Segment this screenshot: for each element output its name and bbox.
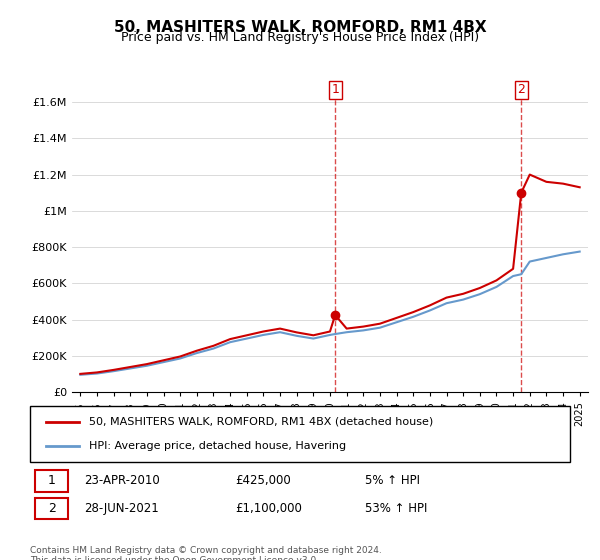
Text: 5% ↑ HPI: 5% ↑ HPI [365, 474, 420, 487]
Text: 23-APR-2010: 23-APR-2010 [84, 474, 160, 487]
FancyBboxPatch shape [30, 406, 570, 462]
Text: £1,100,000: £1,100,000 [235, 502, 302, 515]
FancyBboxPatch shape [35, 470, 68, 492]
Text: 53% ↑ HPI: 53% ↑ HPI [365, 502, 427, 515]
Text: 1: 1 [331, 83, 339, 96]
FancyBboxPatch shape [35, 498, 68, 520]
Text: HPI: Average price, detached house, Havering: HPI: Average price, detached house, Have… [89, 441, 347, 451]
Text: Price paid vs. HM Land Registry's House Price Index (HPI): Price paid vs. HM Land Registry's House … [121, 31, 479, 44]
Text: 2: 2 [47, 502, 56, 515]
Text: 50, MASHITERS WALK, ROMFORD, RM1 4BX (detached house): 50, MASHITERS WALK, ROMFORD, RM1 4BX (de… [89, 417, 434, 427]
Text: 1: 1 [47, 474, 56, 487]
Text: 2: 2 [517, 83, 525, 96]
Text: 50, MASHITERS WALK, ROMFORD, RM1 4BX: 50, MASHITERS WALK, ROMFORD, RM1 4BX [113, 20, 487, 35]
Text: 28-JUN-2021: 28-JUN-2021 [84, 502, 159, 515]
Text: £425,000: £425,000 [235, 474, 291, 487]
Text: Contains HM Land Registry data © Crown copyright and database right 2024.
This d: Contains HM Land Registry data © Crown c… [30, 546, 382, 560]
